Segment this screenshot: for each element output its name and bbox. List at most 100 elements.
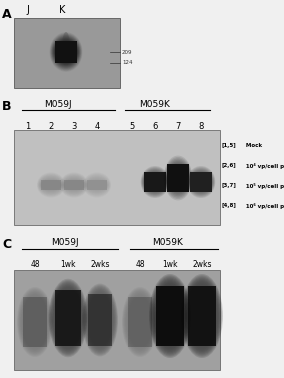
- Ellipse shape: [142, 168, 168, 196]
- Ellipse shape: [187, 167, 215, 197]
- Ellipse shape: [85, 176, 109, 194]
- Ellipse shape: [53, 37, 79, 67]
- Ellipse shape: [83, 286, 117, 354]
- Bar: [14, 18, 120, 88]
- Bar: [55, 290, 81, 346]
- Ellipse shape: [83, 285, 117, 355]
- Text: A: A: [2, 8, 12, 21]
- Ellipse shape: [39, 175, 64, 195]
- Ellipse shape: [49, 32, 82, 72]
- Text: 2wks: 2wks: [90, 260, 110, 269]
- Ellipse shape: [51, 35, 81, 69]
- Bar: [14, 270, 220, 370]
- Ellipse shape: [51, 34, 82, 70]
- Text: 3: 3: [71, 122, 77, 131]
- Ellipse shape: [37, 172, 65, 197]
- Ellipse shape: [52, 36, 80, 68]
- Text: 48: 48: [30, 260, 40, 269]
- Text: 6: 6: [152, 122, 158, 131]
- Text: 1wk: 1wk: [60, 260, 76, 269]
- Text: M059J: M059J: [51, 238, 79, 247]
- Text: 209: 209: [122, 50, 133, 54]
- Text: [3,7]: [3,7]: [222, 183, 237, 188]
- Ellipse shape: [41, 179, 62, 191]
- Ellipse shape: [52, 284, 84, 352]
- Bar: [87, 180, 107, 190]
- Ellipse shape: [182, 275, 222, 357]
- Ellipse shape: [150, 275, 190, 357]
- Ellipse shape: [49, 280, 87, 356]
- Ellipse shape: [40, 178, 62, 192]
- Text: M059K: M059K: [139, 100, 170, 109]
- Ellipse shape: [188, 169, 214, 195]
- Text: M059J: M059J: [44, 100, 72, 109]
- Ellipse shape: [63, 178, 85, 192]
- Text: Mock: Mock: [244, 143, 262, 148]
- Ellipse shape: [53, 38, 79, 66]
- Text: 7: 7: [175, 122, 181, 131]
- Ellipse shape: [152, 279, 188, 353]
- Text: [1,5]: [1,5]: [222, 143, 237, 148]
- Ellipse shape: [153, 280, 187, 352]
- Ellipse shape: [60, 174, 87, 197]
- Ellipse shape: [164, 156, 192, 200]
- Ellipse shape: [62, 177, 85, 193]
- Ellipse shape: [185, 281, 219, 351]
- Ellipse shape: [50, 281, 86, 355]
- Ellipse shape: [54, 40, 78, 65]
- Ellipse shape: [50, 33, 82, 71]
- Text: 1: 1: [25, 122, 31, 131]
- Text: 48: 48: [135, 260, 145, 269]
- Ellipse shape: [185, 280, 220, 352]
- Ellipse shape: [51, 283, 85, 353]
- Ellipse shape: [38, 174, 64, 196]
- Ellipse shape: [51, 282, 85, 354]
- Ellipse shape: [55, 40, 78, 64]
- Ellipse shape: [165, 158, 191, 198]
- Ellipse shape: [188, 168, 214, 196]
- Text: [4,8]: [4,8]: [222, 203, 237, 208]
- Text: B: B: [2, 100, 11, 113]
- Text: K: K: [59, 5, 65, 15]
- Text: M059K: M059K: [153, 238, 183, 247]
- Ellipse shape: [60, 172, 88, 197]
- Text: 1wk: 1wk: [162, 260, 178, 269]
- Ellipse shape: [86, 178, 108, 192]
- Ellipse shape: [183, 277, 221, 355]
- Bar: [14, 130, 220, 225]
- Bar: [14, 18, 120, 88]
- Ellipse shape: [184, 279, 220, 353]
- Bar: [144, 172, 166, 192]
- Bar: [55, 41, 77, 63]
- Ellipse shape: [165, 160, 191, 196]
- Ellipse shape: [61, 174, 87, 196]
- Ellipse shape: [64, 179, 85, 191]
- Bar: [64, 180, 84, 190]
- Ellipse shape: [187, 166, 215, 198]
- Ellipse shape: [87, 179, 108, 191]
- Text: 2: 2: [48, 122, 54, 131]
- Ellipse shape: [143, 171, 166, 193]
- Bar: [128, 297, 152, 347]
- Text: 124: 124: [122, 60, 133, 65]
- Ellipse shape: [84, 288, 116, 352]
- Ellipse shape: [82, 284, 118, 356]
- Ellipse shape: [166, 163, 189, 194]
- Ellipse shape: [85, 177, 108, 193]
- Bar: [188, 286, 216, 346]
- Bar: [156, 286, 184, 346]
- Ellipse shape: [189, 170, 213, 194]
- Ellipse shape: [37, 174, 64, 197]
- Ellipse shape: [189, 171, 212, 193]
- Text: C: C: [2, 238, 11, 251]
- Ellipse shape: [39, 176, 63, 194]
- Ellipse shape: [84, 287, 116, 353]
- Ellipse shape: [85, 175, 110, 195]
- Ellipse shape: [83, 174, 110, 197]
- Ellipse shape: [141, 167, 169, 197]
- Ellipse shape: [49, 279, 87, 357]
- Text: J: J: [27, 5, 30, 15]
- Ellipse shape: [151, 277, 189, 355]
- Ellipse shape: [62, 32, 70, 62]
- Ellipse shape: [166, 161, 190, 195]
